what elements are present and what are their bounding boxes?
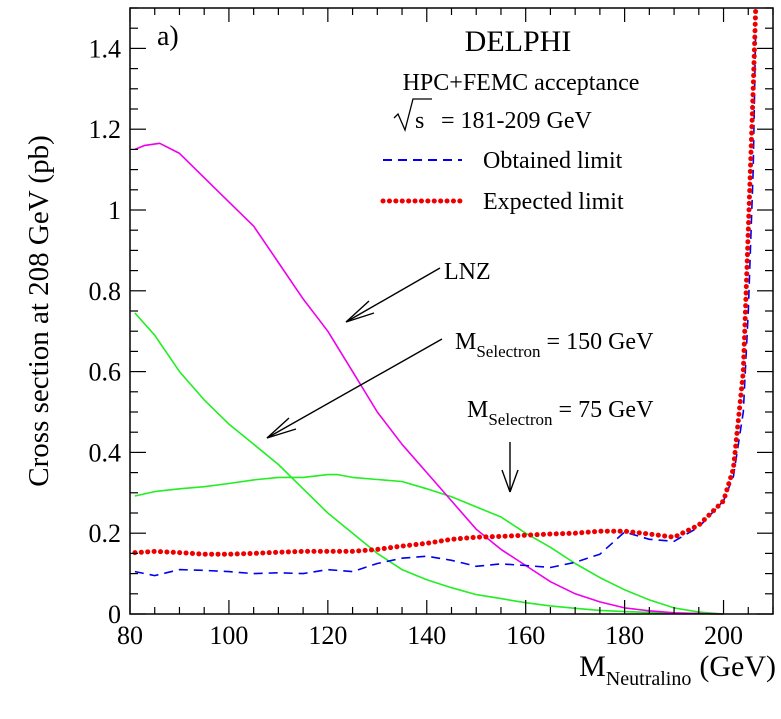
x-axis-label-main: M: [579, 650, 606, 683]
annotation-selectron-150-sub: Selectron: [476, 342, 541, 361]
legend-obtained-label: Obtained limit: [483, 148, 623, 174]
y-tick-label: 0.6: [89, 358, 122, 387]
sqrt-symbol: [393, 98, 432, 132]
x-tick-label: 80: [117, 621, 143, 650]
x-tick-label: 200: [704, 621, 743, 650]
sqrt-s-value: = 181-209 GeV: [441, 108, 593, 134]
series-lnz: [134, 142, 724, 615]
annotation-selectron-150-main: M: [455, 329, 476, 355]
series-selectron-75: [134, 473, 724, 615]
experiment-title: DELPHI: [465, 25, 572, 58]
x-tick-label: 180: [605, 621, 644, 650]
arrow-lnz: [345, 267, 441, 323]
y-tick-label: 0.2: [89, 519, 122, 548]
plot-frame: [129, 7, 774, 615]
x-axis-label-unit: (GeV): [699, 650, 776, 683]
y-tick-label: 0: [108, 600, 121, 629]
legend: Obtained limit Expected limit: [380, 148, 624, 215]
annotation-selectron-75: MSelectron = 75 GeV: [467, 397, 654, 429]
arrow-lnz-head: [345, 300, 375, 323]
y-tick-label: 1: [108, 196, 121, 225]
y-tick-label: 1.2: [89, 115, 122, 144]
y-axis-label: Cross section at 208 GeV (pb): [23, 135, 55, 486]
legend-expected-label: Expected limit: [483, 189, 624, 215]
x-tick-label: 140: [407, 621, 446, 650]
annotation-selectron-75-sub: Selectron: [488, 410, 553, 429]
sqrt-s-argument: s: [415, 108, 424, 134]
arrow-selectron-150-head: [266, 417, 297, 439]
y-tick-label: 1.4: [89, 34, 122, 63]
annotations: LNZ MSelectron = 150 GeV MSelectron = 75 G…: [266, 259, 654, 493]
x-tick-label: 160: [506, 621, 545, 650]
annotation-lnz: LNZ: [444, 259, 491, 285]
panel-label: a): [157, 21, 179, 52]
x-axis-label-sub: Neutralino: [606, 668, 692, 690]
arrow-selectron-75-head: [501, 469, 519, 493]
arrow-selectron-150: [266, 338, 443, 439]
x-tick-label: 120: [308, 621, 347, 650]
acceptance-label: HPC+FEMC acceptance: [403, 70, 640, 96]
annotation-selectron-75-main: M: [467, 397, 488, 423]
tick-labels: 80 100 120 140 160 180 200 0 0.2 0.4 0.6 0.8 1 1.2 1.4: [89, 34, 744, 650]
x-axis-label: MNeutralino (GeV): [579, 650, 776, 690]
annotation-selectron-75-value: = 75 GeV: [559, 397, 655, 423]
y-tick-label: 0.4: [89, 438, 122, 467]
curves: [132, 5, 759, 615]
x-tick-label: 100: [209, 621, 248, 650]
series-expected-limit: [132, 5, 759, 557]
y-tick-label: 0.8: [89, 277, 122, 306]
annotation-selectron-150: MSelectron = 150 GeV: [455, 329, 654, 361]
annotation-selectron-150-value: = 150 GeV: [547, 329, 655, 355]
